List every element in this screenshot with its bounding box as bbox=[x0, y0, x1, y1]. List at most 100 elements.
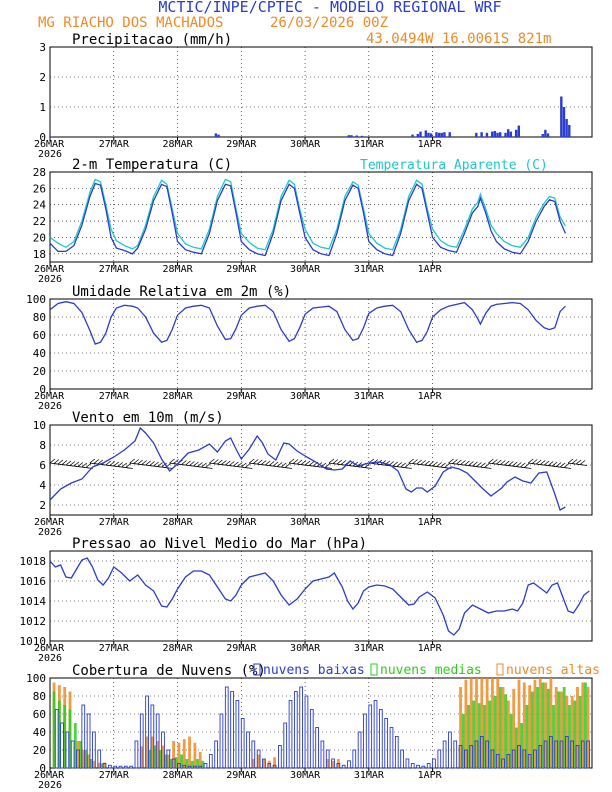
cloud-bar bbox=[57, 700, 61, 768]
rh-year: 2026 bbox=[38, 401, 62, 412]
cloud-bar bbox=[262, 759, 266, 768]
cloud-bar bbox=[533, 679, 537, 768]
cloud-bar bbox=[528, 685, 532, 768]
wind-barb bbox=[57, 459, 64, 465]
temp-ytick: 26 bbox=[33, 182, 46, 195]
cloud-bar bbox=[86, 713, 91, 769]
wind-barb bbox=[205, 467, 213, 469]
cloud-bar bbox=[501, 687, 505, 768]
cloud-bar bbox=[145, 695, 149, 769]
cloud-bar bbox=[219, 713, 224, 769]
precip-xtick: 31MAR bbox=[354, 139, 385, 150]
cloud-bar bbox=[240, 718, 245, 769]
wind-barb bbox=[153, 461, 159, 467]
precip-bar bbox=[350, 135, 353, 137]
wind-barb bbox=[404, 467, 412, 469]
pressure-xtick: 31MAR bbox=[354, 643, 385, 654]
rh-ytick: 40 bbox=[33, 347, 46, 360]
pressure-ytick: 1014 bbox=[20, 595, 47, 608]
wind-barb bbox=[169, 458, 175, 464]
clouds-ytick: 100 bbox=[26, 672, 46, 685]
wind-barb bbox=[260, 460, 267, 465]
wind-barb bbox=[416, 459, 422, 465]
precip-ytick: 2 bbox=[39, 71, 46, 84]
wind-barb bbox=[121, 462, 127, 468]
cloud-bar bbox=[169, 759, 173, 768]
wind-barb bbox=[527, 458, 534, 464]
precip-bar bbox=[435, 132, 438, 137]
wind-barb bbox=[213, 459, 219, 464]
clouds-legend-label: nuvens medias bbox=[380, 663, 482, 678]
wind-barb bbox=[217, 459, 223, 465]
cloud-bar bbox=[198, 765, 203, 769]
wind-ytick: 10 bbox=[33, 419, 46, 432]
precip-bar bbox=[411, 134, 414, 137]
wind-barb bbox=[420, 460, 426, 465]
header-location: MG RIACHO DOS MACHADOS bbox=[38, 15, 223, 31]
cloud-bar bbox=[464, 679, 468, 768]
cloud-bar bbox=[87, 754, 90, 768]
cloud-bar bbox=[522, 749, 527, 769]
cloud-bar bbox=[150, 704, 155, 769]
cloud-bar bbox=[84, 750, 88, 768]
cloud-bar bbox=[246, 731, 250, 769]
precip-xtick: 27MAR bbox=[99, 139, 130, 150]
cloud-bar bbox=[174, 757, 178, 768]
cloud-bar bbox=[493, 696, 497, 768]
cloud-bar bbox=[156, 741, 160, 768]
precip-bar bbox=[416, 134, 420, 137]
precip-ytick: 1 bbox=[39, 101, 46, 114]
rh-xtick: 29MAR bbox=[226, 391, 257, 402]
precip-ytick: 3 bbox=[39, 41, 46, 54]
precip-xtick: 1APR bbox=[418, 139, 443, 150]
precip-frame bbox=[49, 46, 593, 138]
cloud-bar bbox=[256, 749, 261, 769]
clouds-ytick: 40 bbox=[33, 726, 46, 739]
cloud-bar bbox=[299, 686, 303, 769]
wind-barb bbox=[249, 458, 255, 464]
precip-bar bbox=[419, 131, 422, 137]
temp-title: 2-m Temperatura (C) bbox=[72, 157, 232, 173]
cloud-bar bbox=[89, 759, 93, 768]
cloud-bar bbox=[394, 736, 399, 769]
temp-xtick: 27MAR bbox=[99, 264, 130, 275]
cloud-bar bbox=[389, 727, 394, 769]
wind-barb bbox=[432, 461, 438, 467]
cloud-bar bbox=[60, 722, 64, 769]
clouds-legend-label: nuvens altas bbox=[506, 663, 600, 678]
pressure-xtick: 29MAR bbox=[226, 643, 257, 654]
cloud-bar bbox=[575, 745, 580, 769]
cloud-bar bbox=[315, 727, 319, 769]
rh-frame bbox=[49, 298, 593, 390]
cloud-bar bbox=[251, 740, 256, 769]
cloud-bar bbox=[578, 696, 582, 768]
cloud-bar bbox=[384, 718, 389, 769]
cloud-bar bbox=[76, 741, 80, 768]
wind-barb bbox=[400, 462, 406, 468]
wind-barb bbox=[133, 459, 139, 464]
clouds-ytick: 0 bbox=[39, 762, 46, 775]
cloud-bar bbox=[586, 687, 590, 768]
rh-panel: 0 20 40 60 80 100 26MAR 27MAR 28MAR 29MAR 30MAR 31M… bbox=[26, 284, 593, 412]
precip-xtick: 30MAR bbox=[290, 139, 321, 150]
wind-barb bbox=[408, 458, 414, 464]
precip-xtick: 28MAR bbox=[163, 139, 194, 150]
precip-panel: 0 1 2 3 26MAR 27MAR 28MAR 29MAR 30MAR 31MAR 1APR 20… bbox=[34, 32, 593, 160]
wind-barb bbox=[535, 459, 542, 465]
wind-barb bbox=[504, 460, 510, 466]
cloud-bar bbox=[480, 678, 484, 768]
pressure-xtick: 27MAR bbox=[99, 643, 130, 654]
wind-barb bbox=[452, 459, 458, 464]
temp-line bbox=[49, 182, 566, 257]
cloud-bar bbox=[499, 687, 502, 768]
precip-bar bbox=[437, 132, 441, 137]
cloud-bar bbox=[453, 740, 458, 769]
wind-xtick: 30MAR bbox=[290, 517, 321, 528]
wind-barb bbox=[253, 459, 259, 464]
clouds-legend-label: nuvens baixas bbox=[263, 663, 365, 678]
wind-barb bbox=[245, 463, 251, 468]
cloud-bar bbox=[461, 714, 465, 768]
cloud-bar bbox=[177, 763, 181, 769]
cloud-bar bbox=[230, 691, 234, 769]
